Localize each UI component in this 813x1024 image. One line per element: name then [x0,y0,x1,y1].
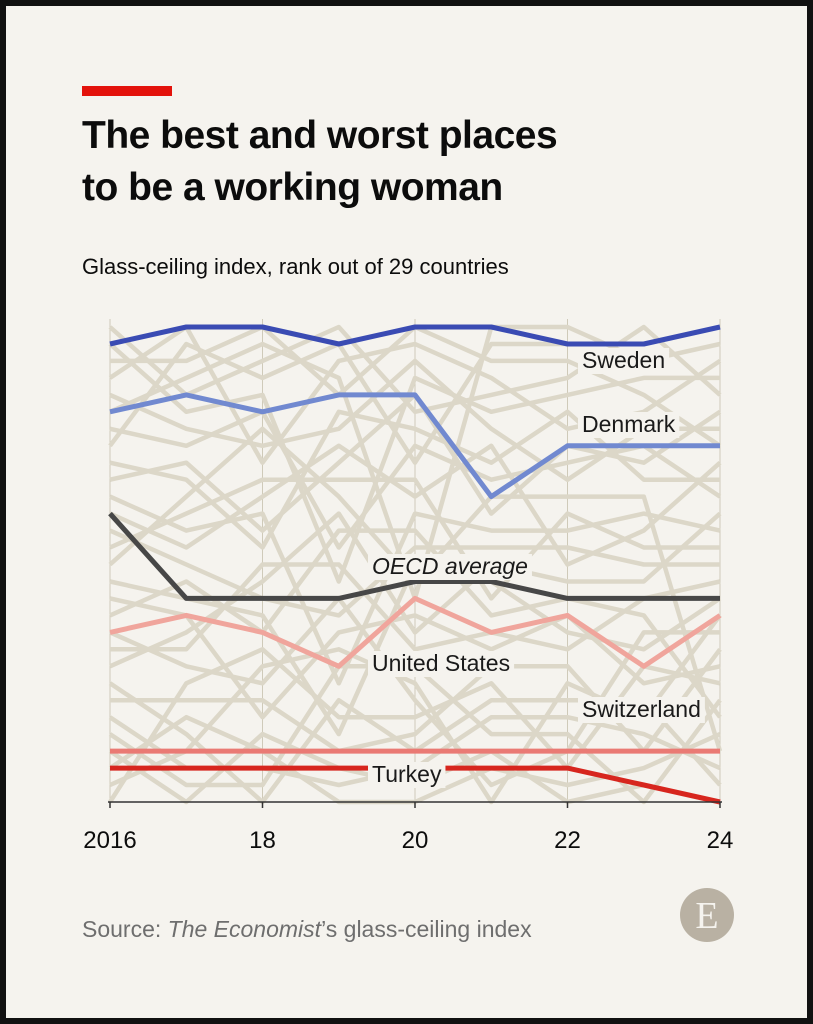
chart-subtitle: Glass-ceiling index, rank out of 29 coun… [82,254,509,279]
x-tick-label-2: 20 [402,827,429,854]
chart-title: The best and worst places to be a workin… [82,110,782,214]
chart-card: The best and worst places to be a workin… [6,6,807,1018]
series-line-oecd-average [108,511,720,601]
series-label-backing-turkey [368,762,446,788]
brand-red-bar [82,86,172,96]
background-country-line-20 [109,596,721,720]
background-country-line-8 [109,409,722,550]
x-tick-label-4: 24 [707,827,734,854]
series-label-united-states: United States [372,650,510,676]
series-label-backing-oecd-average [368,554,532,580]
series-label-backing-sweden [578,348,670,374]
source-prefix: Source: [82,916,168,942]
economist-logo-icon: E [680,888,734,942]
source-publication: The Economist [167,916,322,942]
background-country-line-16 [109,511,722,669]
background-country-line-17 [109,528,720,618]
series-line-sweden [109,324,721,347]
source-suffix: ’s glass-ceiling index [321,916,532,942]
series-label-oecd-average: OECD average [372,553,528,579]
series-label-switzerland: Switzerland [582,696,701,722]
background-country-line-14 [109,477,720,601]
series-label-backing-denmark [578,412,680,438]
series-line-denmark [109,392,720,500]
x-tick-label-1: 18 [249,827,276,854]
title-line-2: to be a working woman [82,166,503,209]
background-country-line-12 [109,443,722,567]
series-label-sweden: Sweden [582,347,665,373]
title-line-1: The best and worst places [82,114,558,157]
source-note: Source: The Economist’s glass-ceiling in… [82,916,532,943]
x-tick-label-3: 22 [554,827,581,854]
series-label-backing-switzerland [578,697,705,723]
line-chart: Sweden Denmark OECD average United States Sw… [83,319,734,854]
series-label-backing-united-states [368,651,515,677]
background-country-line-13 [109,494,721,686]
x-tick-label-0: 2016 [83,827,136,854]
series-line-united-states [109,595,722,669]
series-label-denmark: Denmark [582,411,676,437]
background-country-line-6 [108,342,720,584]
series-label-turkey: Turkey [372,761,442,787]
